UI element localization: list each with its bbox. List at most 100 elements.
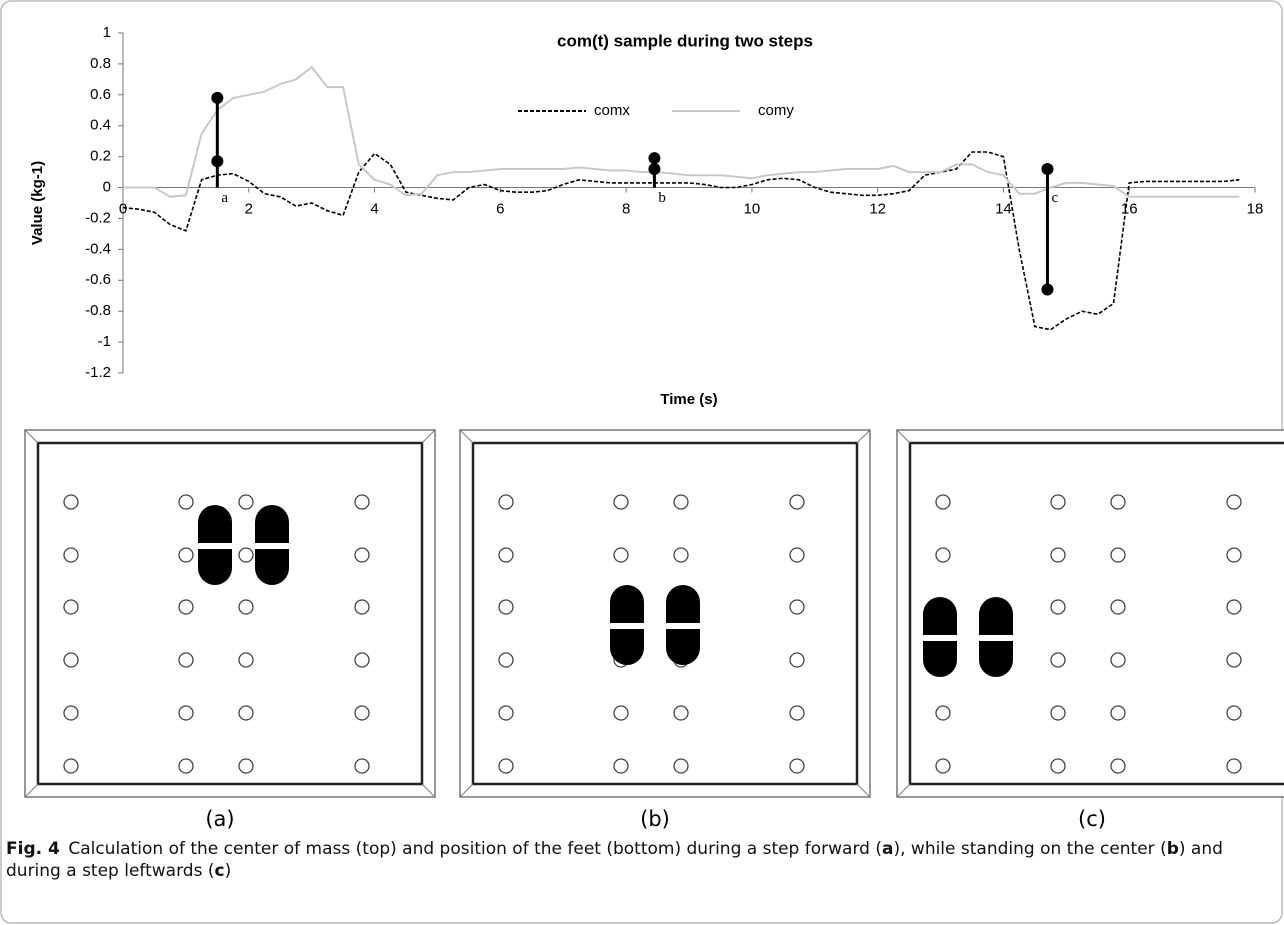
board-inner (910, 443, 1284, 784)
board-sensor (790, 706, 804, 720)
board-sensor (614, 759, 628, 773)
board-sensor (64, 548, 78, 562)
caption: Fig. 4 Calculation of the center of mass… (6, 838, 1271, 882)
board-sensor (936, 759, 950, 773)
x-tick-label: 0 (119, 201, 127, 218)
board-sensor (1227, 653, 1241, 667)
panel-label: (b) (640, 807, 670, 831)
y-axis-label: Value (kg-1) (29, 161, 46, 245)
board-sensor (614, 706, 628, 720)
legend-label: comx (594, 102, 630, 119)
board-sensor (355, 759, 369, 773)
foot-gap (254, 543, 290, 549)
board-sensor (239, 548, 253, 562)
y-tick-label: 0.8 (90, 55, 111, 72)
board-sensor (790, 495, 804, 509)
board-sensor (499, 759, 513, 773)
x-tick-label: 6 (496, 201, 504, 218)
board-sensor (1227, 600, 1241, 614)
x-tick-label: 12 (869, 201, 886, 218)
panel-label: (a) (205, 807, 234, 831)
legend-label: comy (758, 102, 794, 119)
figure-canvas: com(t) sample during two steps Time (s) … (0, 0, 1284, 925)
chart-title: com(t) sample during two steps (557, 31, 813, 50)
foot-gap (922, 635, 958, 641)
x-tick-label: 2 (245, 201, 253, 218)
marker-dot (648, 163, 660, 175)
caption-text: a (882, 839, 893, 859)
board-sensor (64, 706, 78, 720)
board-sensor (1111, 548, 1125, 562)
board-sensor (1227, 759, 1241, 773)
board-sensor (179, 706, 193, 720)
panel-label: (c) (1078, 807, 1106, 831)
board-sensor (499, 548, 513, 562)
marker-label: b (658, 190, 666, 206)
board-sensor (179, 759, 193, 773)
x-tick-label: 18 (1247, 201, 1264, 218)
x-tick-label: 16 (1121, 201, 1138, 218)
x-tick-label: 8 (622, 201, 630, 218)
board-sensor (499, 653, 513, 667)
board-sensor (239, 759, 253, 773)
y-tick-label: -0.8 (85, 302, 111, 319)
board-sensor (674, 706, 688, 720)
board-sensor (64, 759, 78, 773)
board-sensor (790, 600, 804, 614)
marker-dot (1041, 284, 1053, 296)
board-sensor (1227, 548, 1241, 562)
x-tick-label: 10 (744, 201, 761, 218)
board-sensor (936, 495, 950, 509)
board-sensor (64, 495, 78, 509)
board-sensor (499, 706, 513, 720)
series-line (123, 67, 1239, 197)
board-sensor (1111, 653, 1125, 667)
board-sensor (790, 653, 804, 667)
caption-text: c (214, 861, 224, 881)
board-sensor (1051, 495, 1065, 509)
marker-dot (211, 155, 223, 167)
caption-text: ), while standing on the center ( (893, 839, 1166, 859)
board-sensor (674, 495, 688, 509)
caption-text: ) (225, 861, 232, 881)
board-sensor (355, 653, 369, 667)
board-sensor (936, 706, 950, 720)
board-sensor (1051, 653, 1065, 667)
board-sensor (355, 706, 369, 720)
foot-gap (609, 623, 645, 629)
y-tick-label: 0.2 (90, 148, 111, 165)
board-sensor (64, 653, 78, 667)
board-sensor (614, 495, 628, 509)
x-tick-label: 4 (370, 201, 378, 218)
board-sensor (1111, 706, 1125, 720)
foot-gap (197, 543, 233, 549)
board-sensor (1227, 495, 1241, 509)
board-sensor (239, 653, 253, 667)
foot-gap (665, 623, 701, 629)
board-sensor (614, 548, 628, 562)
series-line (123, 152, 1239, 330)
board-sensor (179, 653, 193, 667)
board-sensor (1051, 600, 1065, 614)
board-sensor (355, 600, 369, 614)
foot-gap (978, 635, 1014, 641)
board-sensor (239, 600, 253, 614)
board-sensor (1111, 600, 1125, 614)
board-sensor (239, 706, 253, 720)
y-tick-label: -1.2 (85, 364, 111, 381)
board-sensor (355, 495, 369, 509)
board-sensor (936, 548, 950, 562)
board-sensor (674, 759, 688, 773)
board-sensor (64, 600, 78, 614)
board-sensor (1051, 706, 1065, 720)
figure: com(t) sample during two steps Time (s) … (0, 0, 1284, 925)
caption-text: Calculation of the center of mass (top) … (68, 839, 882, 859)
caption-text: b (1167, 839, 1179, 859)
y-tick-label: 0 (103, 179, 111, 196)
caption-label: Fig. 4 (6, 839, 60, 859)
y-tick-label: 1 (103, 24, 111, 41)
board-sensor (499, 600, 513, 614)
board-sensor (355, 548, 369, 562)
board-sensor (1051, 548, 1065, 562)
y-tick-label: -0.4 (85, 240, 111, 257)
